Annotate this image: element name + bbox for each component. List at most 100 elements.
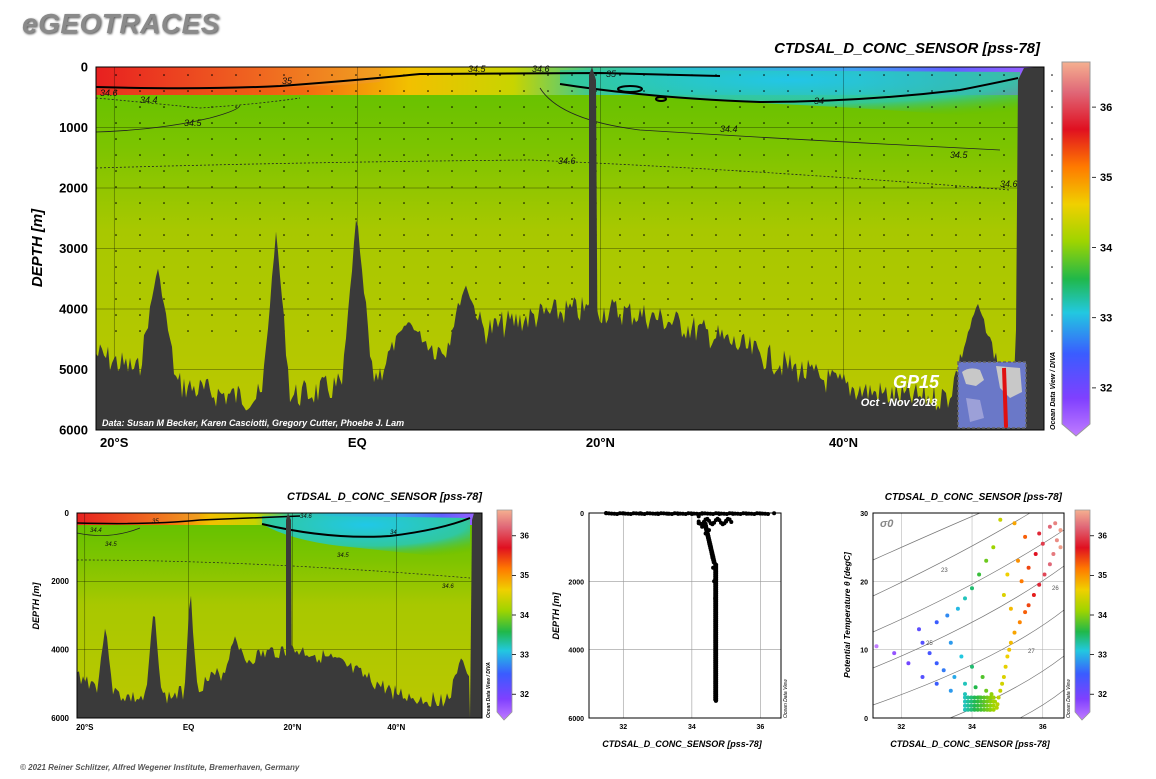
station-sample [811, 266, 813, 268]
station-sample [187, 74, 189, 76]
y-tick-label: 30 [860, 511, 868, 518]
station-sample [331, 218, 333, 220]
main-contour-34-island-2 [655, 96, 667, 102]
station-sample [211, 170, 213, 172]
ts-point [963, 707, 967, 712]
station-sample [259, 122, 261, 124]
station-sample [547, 234, 549, 236]
main-section-plot: CTDSAL_D_CONC_SENSOR [pss-78] 35 34.5 34.6… [29, 40, 1113, 450]
station-sample [667, 250, 669, 252]
station-sample [715, 218, 717, 220]
station-sample [331, 154, 333, 156]
station-sample [907, 170, 909, 172]
x-tick-label: 20°N [284, 723, 302, 732]
station-sample [571, 250, 573, 252]
station-sample [859, 106, 861, 108]
station-sample [715, 298, 717, 300]
station-sample [691, 170, 693, 172]
ts-point [1054, 538, 1059, 543]
station-sample [715, 154, 717, 156]
station-sample [883, 154, 885, 156]
station-sample [547, 186, 549, 188]
ts-point [892, 651, 897, 656]
station-sample [643, 122, 645, 124]
ts-point [998, 517, 1003, 522]
station-sample [307, 314, 309, 316]
station-sample [307, 122, 309, 124]
ts-point [1005, 654, 1010, 659]
cruise-period: Oct - Nov 2018 [861, 397, 938, 409]
station-sample [283, 282, 285, 284]
station-sample [571, 122, 573, 124]
station-sample [331, 122, 333, 124]
colorbar-tick-label: 34 [1098, 611, 1107, 620]
station-sample [163, 282, 165, 284]
station-sample [499, 234, 501, 236]
station-sample [931, 202, 933, 204]
station-sample [763, 186, 765, 188]
station-sample [715, 282, 717, 284]
station-sample [763, 282, 765, 284]
station-sample [763, 106, 765, 108]
station-sample [955, 314, 957, 316]
station-sample [427, 234, 429, 236]
station-sample [547, 90, 549, 92]
station-sample [451, 266, 453, 268]
ts-point [1058, 545, 1063, 550]
ts-point [988, 699, 993, 704]
ts-colorbar [1074, 509, 1091, 721]
station-sample [859, 218, 861, 220]
station-sample [451, 154, 453, 156]
station-sample [163, 234, 165, 236]
station-sample [163, 74, 165, 76]
ts-point [1023, 610, 1028, 615]
station-sample [235, 90, 237, 92]
station-sample [979, 138, 981, 140]
station-sample [787, 234, 789, 236]
station-sample [211, 202, 213, 204]
station-sample [571, 202, 573, 204]
station-sample [235, 202, 237, 204]
station-sample [979, 234, 981, 236]
station-sample [907, 138, 909, 140]
ts-point [963, 699, 967, 704]
ts-point [970, 586, 974, 591]
station-sample [187, 138, 189, 140]
station-sample [643, 202, 645, 204]
station-sample [931, 314, 933, 316]
ts-odv-credit: Ocean Data View [1066, 679, 1072, 718]
ts-point [1001, 593, 1006, 597]
station-sample [667, 202, 669, 204]
station-sample [1003, 202, 1005, 204]
station-sample [523, 298, 525, 300]
station-sample [931, 186, 933, 188]
colorbar-tick-label: 33 [520, 650, 529, 659]
station-sample [835, 138, 837, 140]
station-sample [403, 170, 405, 172]
main-contour-34-4 [95, 97, 301, 109]
y-tick-label: 4000 [51, 645, 69, 654]
station-sample [931, 170, 933, 172]
station-sample [211, 90, 213, 92]
station-sample [499, 186, 501, 188]
station-sample [955, 122, 957, 124]
station-sample [1003, 218, 1005, 220]
station-sample [667, 170, 669, 172]
station-sample [547, 218, 549, 220]
station-sample [763, 154, 765, 156]
station-sample [547, 202, 549, 204]
station-sample [883, 90, 885, 92]
y-tick-label: 20 [860, 579, 868, 586]
station-sample [523, 186, 525, 188]
ts-point [934, 661, 939, 666]
station-sample [859, 154, 861, 156]
main-contour-34-4-east [539, 87, 1001, 151]
colorbar-tick-label: 32 [1098, 690, 1107, 699]
station-sample [403, 282, 405, 284]
station-sample [307, 138, 309, 140]
ts-point [1037, 582, 1042, 587]
ts-point [1033, 552, 1038, 556]
small-contour-34-6 [76, 559, 471, 579]
station-sample [883, 138, 885, 140]
station-sample [883, 122, 885, 124]
